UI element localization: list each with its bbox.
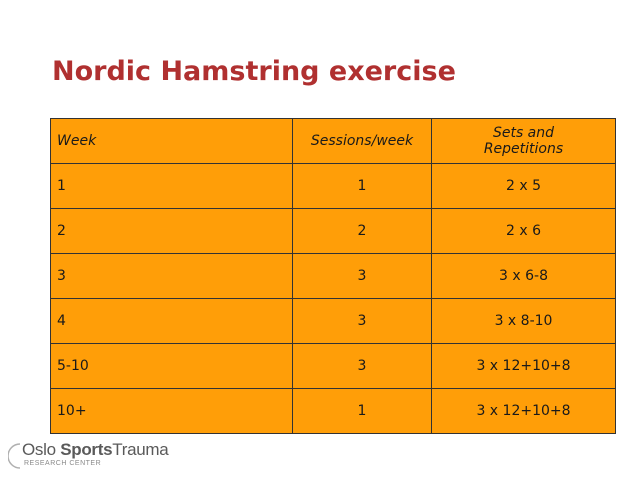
cell-sets: 2 x 5 — [431, 163, 616, 209]
table-row: 1 1 2 x 5 — [50, 163, 616, 209]
cell-week: 4 — [50, 298, 293, 344]
header-sets-line2: Repetitions — [483, 141, 564, 157]
table-header-row: Week Sessions/week Sets and Repetitions — [50, 118, 616, 164]
header-week: Week — [50, 118, 293, 164]
cell-week: 10+ — [50, 388, 293, 434]
logo-subtitle: RESEARCH CENTER — [24, 460, 102, 467]
cell-week: 2 — [50, 208, 293, 254]
cell-sets: 2 x 6 — [431, 208, 616, 254]
table-row: 4 3 3 x 8-10 — [50, 298, 616, 344]
cell-sets: 3 x 6-8 — [431, 253, 616, 299]
table-row: 5-10 3 3 x 12+10+8 — [50, 343, 616, 389]
logo-name-part1: Oslo — [22, 440, 56, 459]
cell-sets: 3 x 12+10+8 — [431, 388, 616, 434]
exercise-table: Week Sessions/week Sets and Repetitions … — [50, 118, 616, 434]
cell-week: 3 — [50, 253, 293, 299]
table-row: 10+ 1 3 x 12+10+8 — [50, 388, 616, 434]
table-row: 2 2 2 x 6 — [50, 208, 616, 254]
organization-logo: Oslo SportsTrauma RESEARCH CENTER — [8, 440, 208, 476]
table-row: 3 3 3 x 6-8 — [50, 253, 616, 299]
cell-sets: 3 x 12+10+8 — [431, 343, 616, 389]
cell-sessions: 1 — [292, 388, 432, 434]
cell-week: 1 — [50, 163, 293, 209]
slide-title: Nordic Hamstring exercise — [52, 56, 456, 87]
cell-sessions: 2 — [292, 208, 432, 254]
cell-sessions: 3 — [292, 298, 432, 344]
cell-week: 5-10 — [50, 343, 293, 389]
cell-sets: 3 x 8-10 — [431, 298, 616, 344]
logo-name: Oslo SportsTrauma — [22, 440, 169, 460]
logo-name-part3: Trauma — [112, 440, 169, 459]
logo-arc-icon — [8, 443, 21, 469]
logo-name-part2: Sports — [60, 440, 113, 459]
header-sets-line1: Sets and — [492, 125, 555, 141]
cell-sessions: 1 — [292, 163, 432, 209]
header-sessions: Sessions/week — [292, 118, 432, 164]
header-sets: Sets and Repetitions — [431, 118, 616, 164]
cell-sessions: 3 — [292, 253, 432, 299]
cell-sessions: 3 — [292, 343, 432, 389]
